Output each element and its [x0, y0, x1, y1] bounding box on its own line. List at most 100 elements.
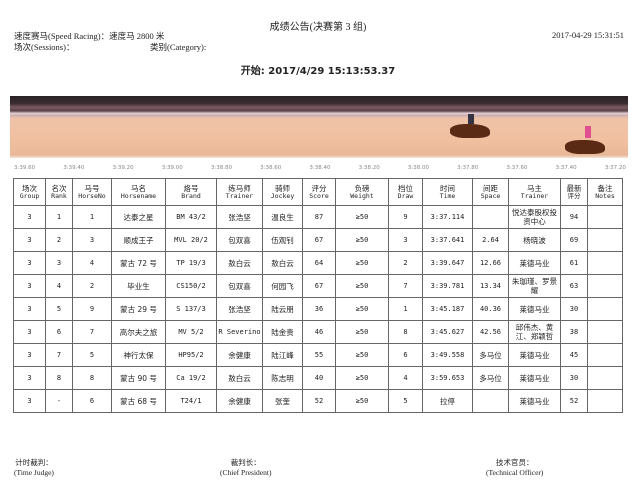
column-header-cn: 评分	[311, 183, 327, 193]
column-header: 评分 Score	[302, 178, 336, 206]
table-cell: ≥50	[335, 389, 389, 413]
column-header: 备注 Notes	[587, 178, 623, 206]
table-cell: 67	[302, 274, 336, 298]
table-cell: ≥50	[335, 251, 389, 275]
table-row: 3 4 2 毕业生 CS150/2 包双喜 何园飞 67 ≥50 7 3:39.781 13.34 朱珈…	[13, 274, 623, 298]
table-cell: 3:59.653	[422, 366, 473, 390]
table-cell: 3	[13, 366, 46, 390]
column-header-en: Time	[439, 191, 456, 200]
table-row: 3 1 1 达泰之星 BM 43/2 张浩坚 温良生 87 ≥50 9 3:37.114 悦达泰股权投…	[13, 205, 623, 229]
table-cell: 3:49.558	[422, 343, 473, 367]
table-cell: 4	[72, 251, 112, 275]
table-cell: 52	[560, 389, 588, 413]
table-cell: T24/1	[165, 389, 217, 413]
table-cell: 敖白云	[216, 366, 263, 390]
column-header-en: Weight	[350, 191, 374, 200]
table-cell: 莱德马业	[508, 389, 561, 413]
column-header-en: Draw	[397, 191, 414, 200]
table-row: 3 8 8 蒙古 90 号 Ca 19/2 敖白云 陈志明 40 ≥50 4 3:59.653 多马位…	[13, 366, 623, 390]
column-header: 负磅 Weight	[335, 178, 389, 206]
table-cell: 9	[388, 205, 423, 229]
table-cell: 2.64	[472, 228, 509, 252]
table-cell: 莱德马业	[508, 366, 561, 390]
column-header: 最新 评分	[560, 178, 588, 206]
table-cell: 3:39.647	[422, 251, 473, 275]
jockey-figure	[468, 114, 474, 124]
column-header: 时间 Time	[422, 178, 473, 206]
table-cell: 伍观钊	[262, 228, 303, 252]
table-cell: 7	[45, 343, 73, 367]
table-cell: 3	[13, 320, 46, 344]
table-cell: 余健康	[216, 343, 263, 367]
table-cell: 张奎	[262, 389, 303, 413]
table-cell: 38	[560, 320, 588, 344]
table-cell: 高尔夫之旅	[111, 320, 166, 344]
table-cell: 多马位	[472, 343, 509, 367]
signature-chief-president: 裁判长： (Chief President)	[220, 458, 272, 477]
column-header: 马号 HorseNo	[72, 178, 112, 206]
table-cell: 52	[302, 389, 336, 413]
table-cell: 42.56	[472, 320, 509, 344]
table-cell: 温良生	[262, 205, 303, 229]
table-row: 3 3 4 蒙古 72 号 TP 19/3 敖白云 敖白云 64 ≥50 2 3:39.647 12.…	[13, 251, 623, 275]
table-cell: 64	[302, 251, 336, 275]
column-header-en: Group	[19, 191, 40, 200]
table-cell: 余健康	[216, 389, 263, 413]
table-cell: 莱德马业	[508, 297, 561, 321]
table-cell: 5	[72, 343, 112, 367]
column-header-cn: 练马师	[228, 183, 251, 193]
table-cell: 敖白云	[262, 251, 303, 275]
table-cell: 3	[45, 251, 73, 275]
table-cell: 3	[13, 297, 46, 321]
table-cell: 莱德马业	[508, 251, 561, 275]
table-cell: 3:37.641	[422, 228, 473, 252]
table-cell: 3	[13, 228, 46, 252]
column-header: 练马师 Trainer	[216, 178, 263, 206]
table-cell: 张浩坚	[216, 205, 263, 229]
table-cell	[587, 343, 623, 367]
column-header-cn: 骑师	[275, 183, 290, 193]
table-cell: 3	[13, 389, 46, 413]
table-cell: 55	[302, 343, 336, 367]
table-cell: 36	[302, 297, 336, 321]
column-header-en: Trainer	[225, 191, 254, 200]
column-header-en: Trainer	[520, 191, 549, 200]
column-header: 场次 Group	[13, 178, 46, 206]
table-cell: BM 43/2	[165, 205, 217, 229]
sessions-label: 场次(Sessions)：	[14, 42, 75, 52]
table-cell: 朱珈瑾、罗景耀	[508, 274, 561, 298]
column-header: 档位 Draw	[388, 178, 423, 206]
table-cell: CS150/2	[165, 274, 217, 298]
table-cell: 陆江峰	[262, 343, 303, 367]
column-header-cn: 间距	[483, 183, 498, 193]
table-cell: 6	[72, 389, 112, 413]
table-cell: 4	[388, 366, 423, 390]
column-header: 烙号 Brand	[165, 178, 217, 206]
time-tick: 3:38.40	[309, 165, 331, 171]
table-cell: MV 5/2	[165, 320, 217, 344]
table-cell: HP95/2	[165, 343, 217, 367]
table-cell: 40	[302, 366, 336, 390]
table-cell: 3	[388, 228, 423, 252]
table-cell: 蒙古 90 号	[111, 366, 166, 390]
table-cell: 敖白云	[216, 251, 263, 275]
horse-figure	[565, 140, 605, 154]
table-cell: 顺成王子	[111, 228, 166, 252]
column-header-en: Rank	[51, 191, 67, 200]
table-cell: 包双喜	[216, 274, 263, 298]
column-header: 间距 Space	[472, 178, 509, 206]
table-cell	[587, 366, 623, 390]
column-header-en: Horsename	[120, 191, 157, 200]
table-cell: 多马位	[472, 366, 509, 390]
jockey-figure	[585, 126, 591, 138]
table-cell: 蒙古 68 号	[111, 389, 166, 413]
signature-time-judge: 计时裁判： (Time Judge)	[14, 458, 54, 477]
time-tick: 3:38.20	[358, 165, 380, 171]
table-cell: 杨晓波	[508, 228, 561, 252]
table-cell	[587, 274, 623, 298]
table-cell	[587, 320, 623, 344]
table-cell: 1	[388, 297, 423, 321]
time-tick: 3:38.60	[260, 165, 282, 171]
column-header-cn: 场次	[22, 183, 37, 193]
